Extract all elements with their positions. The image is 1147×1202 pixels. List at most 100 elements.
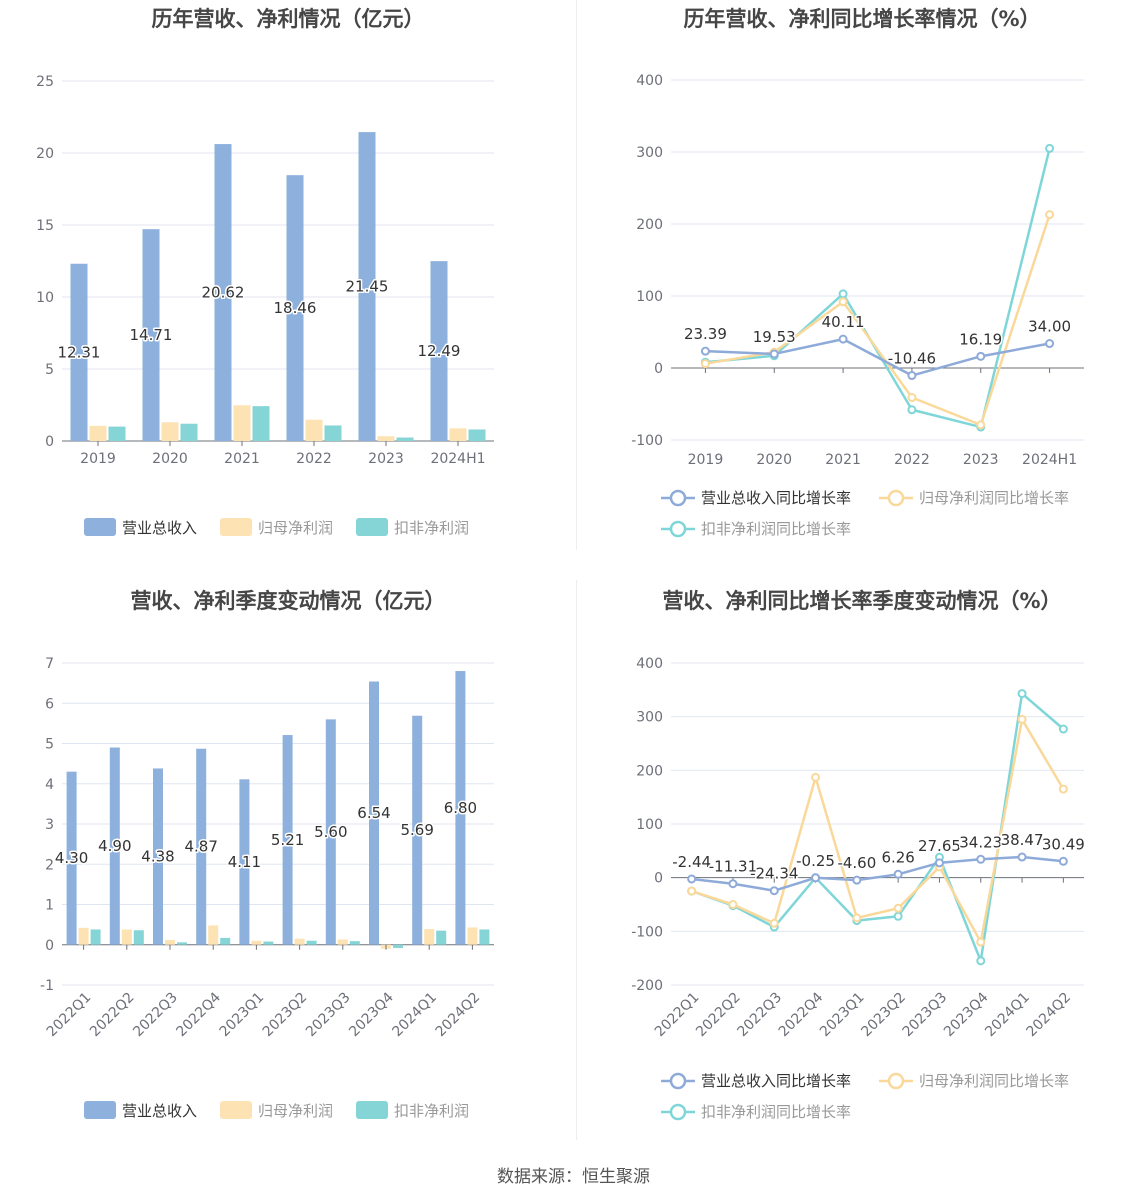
y-tick-label: 3	[45, 817, 54, 833]
data-point	[1058, 724, 1068, 734]
bar-revenue	[109, 747, 120, 945]
y-tick-label: 7	[45, 656, 54, 672]
y-tick-label: 10	[36, 290, 54, 306]
data-point	[907, 371, 917, 381]
data-label: 34.00	[1028, 318, 1071, 336]
data-point	[838, 334, 848, 344]
data-label: 14.71	[130, 326, 173, 344]
data-label: 19.53	[753, 328, 796, 346]
legend-swatch	[356, 518, 388, 536]
annual-growth-rate-svg: 历年营收、净利同比增长率情况（%） -100 0 100 200 300 400 2019 20…	[631, 7, 1084, 538]
chart-title: 营收、净利同比增长率季度变动情况（%）	[662, 589, 1061, 613]
legend-swatch	[220, 518, 252, 536]
data-point	[838, 297, 848, 307]
data-label: 12.49	[418, 342, 461, 360]
data-point	[1045, 339, 1055, 349]
data-point	[811, 772, 821, 782]
bar-deducted-profit	[306, 940, 317, 945]
bar-revenue	[282, 735, 293, 945]
data-point	[934, 858, 944, 868]
legend-label: 扣非净利润	[394, 1102, 469, 1120]
data-label: -10.46	[888, 350, 936, 368]
bar-revenue	[369, 681, 379, 945]
y-tick-label: 15	[36, 218, 54, 234]
y-tick-label: 100	[636, 817, 663, 833]
bar-net-profit	[337, 939, 348, 945]
series-line	[705, 214, 1051, 427]
x-tick-label: 2023Q3	[303, 990, 354, 1041]
bar-revenue	[286, 175, 304, 441]
data-point	[976, 351, 986, 361]
data-point	[893, 869, 903, 879]
x-tick-label: 2023	[963, 452, 999, 468]
bar-deducted-profit	[436, 930, 447, 945]
x-tick-label: 2022Q1	[652, 990, 703, 1041]
data-label: 4.90	[98, 837, 131, 855]
legend-label: 扣非净利润	[394, 519, 469, 537]
data-point	[1058, 784, 1068, 794]
data-point	[1045, 210, 1055, 220]
data-point	[700, 346, 710, 356]
bar-deducted-profit	[479, 929, 490, 945]
quarterly-growth-rate-svg: 营收、净利同比增长率季度变动情况（%） -200 -100 0 100 200 300 400…	[631, 589, 1086, 1121]
x-tick-label: 2022	[296, 451, 332, 467]
data-label: 16.19	[959, 330, 1002, 348]
data-label: 12.31	[58, 343, 101, 361]
data-point	[769, 886, 779, 896]
legend-marker	[887, 489, 905, 507]
x-tick-label: 2023Q4	[941, 989, 992, 1040]
bar-net-profit	[208, 925, 219, 945]
bar-revenue	[412, 715, 423, 945]
bar-net-profit	[424, 929, 435, 945]
data-point	[976, 854, 986, 864]
x-tick-label: 2022Q3	[130, 990, 181, 1041]
legend-marker	[669, 1103, 687, 1121]
x-tick-label: 2023Q2	[858, 990, 909, 1041]
series-line	[691, 692, 1065, 963]
quarterly-revenue-profit-svg: 营收、净利季度变动情况（亿元）-1012345672022Q12022Q2202…	[40, 589, 494, 1120]
data-label: 5.21	[271, 831, 304, 849]
y-tick-label: 25	[36, 74, 54, 90]
data-label: -24.34	[750, 865, 798, 883]
x-tick-label: 2023Q1	[817, 990, 868, 1041]
data-label: 40.11	[822, 313, 865, 331]
x-tick-label: 2024H1	[1022, 452, 1077, 468]
chart-title: 历年营收、净利同比增长率情况（%）	[683, 7, 1040, 31]
data-point	[852, 913, 862, 923]
annual-revenue-profit-chart: 历年营收、净利情况（亿元） 0 5 10 15 20 25 2019 2020 2021 2022 2…	[0, 0, 576, 560]
bar-revenue	[153, 768, 163, 945]
bar-deducted-profit	[393, 944, 403, 948]
bar-deducted-profit	[180, 423, 198, 441]
top-divider	[576, 0, 577, 550]
bar-deducted-profit	[220, 937, 231, 945]
y-tick-label: 6	[45, 696, 54, 712]
data-point	[1017, 852, 1027, 862]
series-line	[705, 337, 1050, 377]
x-tick-label: 2023	[368, 451, 404, 467]
bar-revenue	[325, 719, 336, 945]
data-point	[1045, 143, 1055, 153]
bar-net-profit	[305, 419, 323, 441]
bar-revenue	[142, 229, 160, 441]
y-tick-label: 20	[36, 146, 54, 162]
bar-deducted-profit	[349, 941, 360, 945]
legend-label: 归母净利润同比增长率	[919, 1072, 1069, 1090]
quarterly-revenue-profit-chart: 营收、净利季度变动情况（亿元） -1 0 1 2 3 4 5 6 7 2022Q1 2022Q2 202…	[0, 580, 576, 1150]
data-point	[687, 886, 697, 896]
data-label: 38.47	[1001, 831, 1044, 849]
y-tick-label: 400	[636, 656, 663, 672]
legend-label: 归母净利润	[258, 1102, 333, 1120]
x-tick-label: 2019	[80, 451, 116, 467]
x-tick-label: 2022Q2	[87, 990, 138, 1041]
y-tick-label: 200	[636, 763, 663, 779]
data-point	[728, 900, 738, 909]
y-tick-label: 300	[636, 145, 663, 161]
data-point	[852, 875, 862, 885]
bar-net-profit	[251, 940, 262, 945]
data-label: -4.60	[837, 854, 876, 872]
legend-marker	[669, 489, 687, 507]
bar-net-profit	[449, 428, 467, 441]
bar-deducted-profit	[324, 425, 342, 441]
bar-deducted-profit	[90, 929, 101, 945]
x-tick-label: 2022Q2	[693, 990, 744, 1041]
